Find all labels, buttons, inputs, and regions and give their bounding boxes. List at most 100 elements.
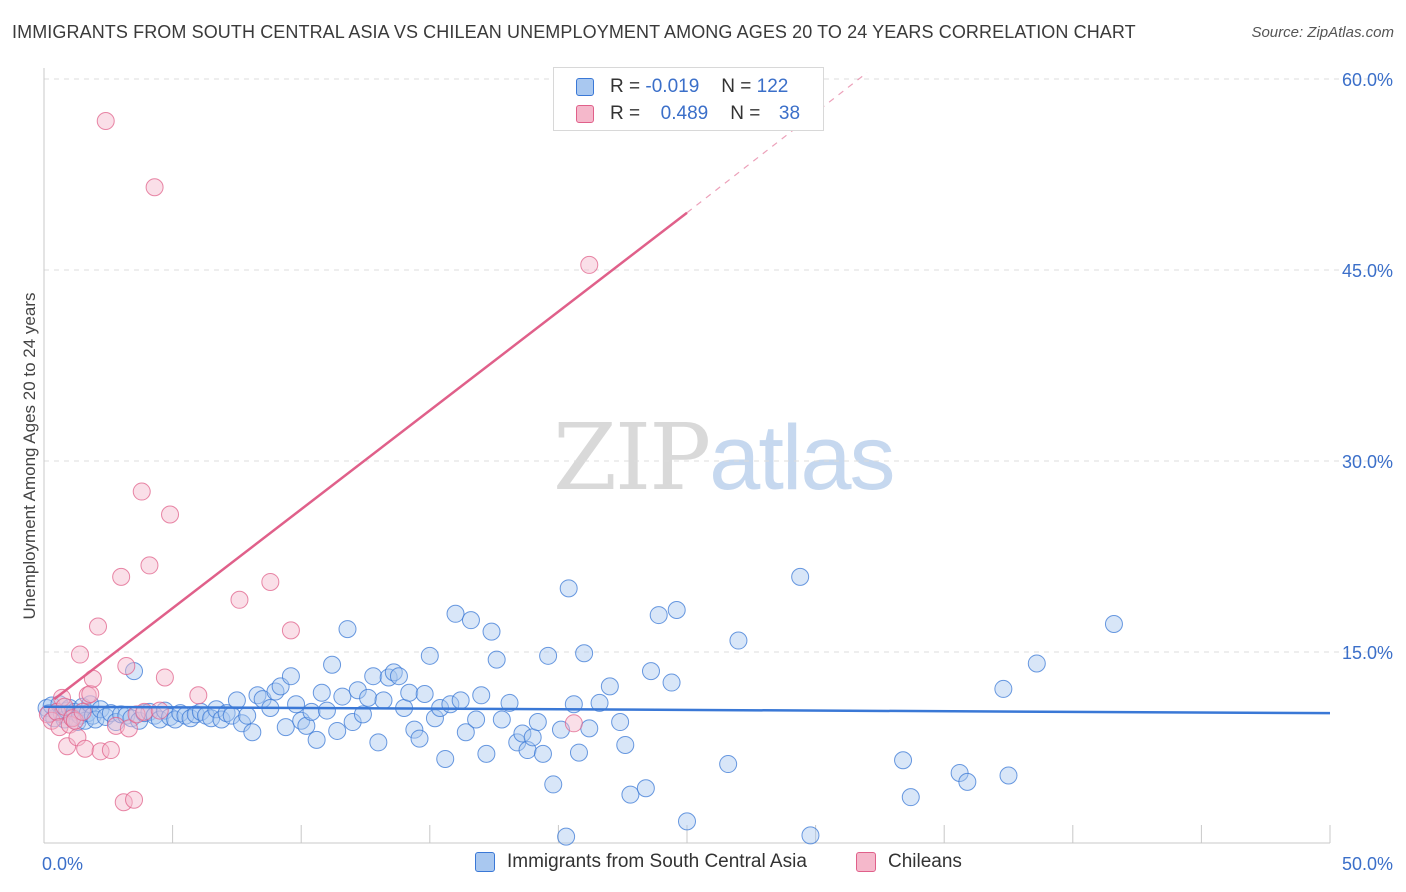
point-south-central-asia xyxy=(227,691,246,710)
point-south-central-asia xyxy=(266,682,285,701)
point-chileans xyxy=(189,686,208,705)
point-south-central-asia xyxy=(467,710,486,729)
point-chileans xyxy=(119,719,138,738)
point-south-central-asia xyxy=(729,631,748,650)
point-south-central-asia xyxy=(492,710,511,729)
point-chileans xyxy=(564,714,583,733)
point-south-central-asia xyxy=(446,604,465,623)
point-chileans xyxy=(150,701,169,720)
point-south-central-asia xyxy=(533,744,552,763)
y-tick-label: 45.0% xyxy=(1342,261,1393,281)
x-tick-label: 50.0% xyxy=(1342,854,1393,874)
point-south-central-asia xyxy=(307,730,326,749)
legend-swatch-blue xyxy=(576,78,594,96)
point-chileans xyxy=(89,617,108,636)
point-south-central-asia xyxy=(994,679,1013,698)
point-south-central-asia xyxy=(901,788,920,807)
point-chileans xyxy=(135,702,154,721)
point-south-central-asia xyxy=(1027,654,1046,673)
point-chileans xyxy=(63,709,82,728)
point-south-central-asia xyxy=(171,704,190,723)
point-south-central-asia xyxy=(461,611,480,630)
point-south-central-asia xyxy=(410,729,429,748)
point-south-central-asia xyxy=(281,667,300,686)
point-south-central-asia xyxy=(528,713,547,732)
point-south-central-asia xyxy=(544,775,563,794)
point-south-central-asia xyxy=(420,646,439,665)
point-chileans xyxy=(145,178,164,197)
point-south-central-asia xyxy=(364,667,383,686)
legend-item-chileans[interactable]: Chileans xyxy=(856,851,962,873)
point-south-central-asia xyxy=(600,677,619,696)
trendline-chileans-extension xyxy=(686,72,868,214)
point-south-central-asia xyxy=(580,719,599,738)
point-south-central-asia xyxy=(611,713,630,732)
point-south-central-asia xyxy=(348,681,367,700)
x-tick-label: 0.0% xyxy=(42,854,83,874)
watermark-atlas: atlas xyxy=(709,407,895,509)
y-tick-label: 60.0% xyxy=(1342,70,1393,90)
point-south-central-asia xyxy=(451,691,470,710)
point-south-central-asia xyxy=(513,724,532,743)
point-south-central-asia xyxy=(276,718,295,737)
point-south-central-asia xyxy=(559,579,578,598)
point-south-central-asia xyxy=(636,779,655,798)
series-legend: Immigrants from South Central Asia Chile… xyxy=(0,851,1406,877)
point-south-central-asia xyxy=(477,744,496,763)
legend-n-value: 38 xyxy=(778,103,801,124)
trendline-chileans xyxy=(53,211,688,701)
point-chileans xyxy=(261,572,280,591)
legend-label: Chileans xyxy=(888,851,962,872)
legend-row-pink: R = 0.489 N = 38 xyxy=(576,101,800,127)
point-south-central-asia xyxy=(569,743,588,762)
point-south-central-asia xyxy=(641,662,660,681)
point-south-central-asia xyxy=(333,687,352,706)
point-south-central-asia xyxy=(405,720,424,739)
point-chileans xyxy=(42,711,61,730)
legend-n-label: N = xyxy=(730,103,761,124)
point-south-central-asia xyxy=(590,693,609,712)
chart-title: IMMIGRANTS FROM SOUTH CENTRAL ASIA VS CH… xyxy=(12,22,1136,42)
point-south-central-asia xyxy=(369,733,388,752)
point-chileans xyxy=(96,112,115,131)
point-south-central-asia xyxy=(400,683,419,702)
legend-r-label: R = xyxy=(610,76,641,97)
point-chileans xyxy=(81,685,100,704)
point-south-central-asia xyxy=(621,785,640,804)
point-south-central-asia xyxy=(389,667,408,686)
point-south-central-asia xyxy=(359,688,378,707)
point-south-central-asia xyxy=(207,700,226,719)
point-south-central-asia xyxy=(312,683,331,702)
point-south-central-asia xyxy=(436,749,455,768)
y-tick-label: 30.0% xyxy=(1342,452,1393,472)
legend-r-label: R = xyxy=(610,103,641,124)
watermark-zip: ZIP xyxy=(553,404,711,511)
legend-item-south-central-asia[interactable]: Immigrants from South Central Asia xyxy=(475,851,807,873)
legend-row-blue: R = -0.019 N = 122 xyxy=(576,74,788,100)
legend-label: Immigrants from South Central Asia xyxy=(507,851,807,872)
legend-n-value: 122 xyxy=(756,76,789,97)
point-south-central-asia xyxy=(287,695,306,714)
point-chileans xyxy=(580,255,599,274)
point-chileans xyxy=(161,505,180,524)
point-south-central-asia xyxy=(958,772,977,791)
point-south-central-asia xyxy=(297,716,316,735)
point-chileans xyxy=(230,590,249,609)
point-south-central-asia xyxy=(353,705,372,724)
legend-r-value: 0.489 xyxy=(660,103,709,124)
point-chileans xyxy=(114,793,133,812)
point-chileans xyxy=(76,739,95,758)
chart-source: Source: ZipAtlas.com xyxy=(1251,24,1394,41)
legend-swatch-blue xyxy=(475,852,495,872)
point-south-central-asia xyxy=(415,685,434,704)
point-chileans xyxy=(101,741,120,760)
legend-r-value: -0.019 xyxy=(645,76,700,97)
point-chileans xyxy=(155,668,174,687)
point-south-central-asia xyxy=(343,713,362,732)
point-south-central-asia xyxy=(719,755,738,774)
point-south-central-asia xyxy=(649,606,668,625)
y-tick-label: 15.0% xyxy=(1342,643,1393,663)
point-south-central-asia xyxy=(791,567,810,586)
point-south-central-asia xyxy=(328,721,347,740)
